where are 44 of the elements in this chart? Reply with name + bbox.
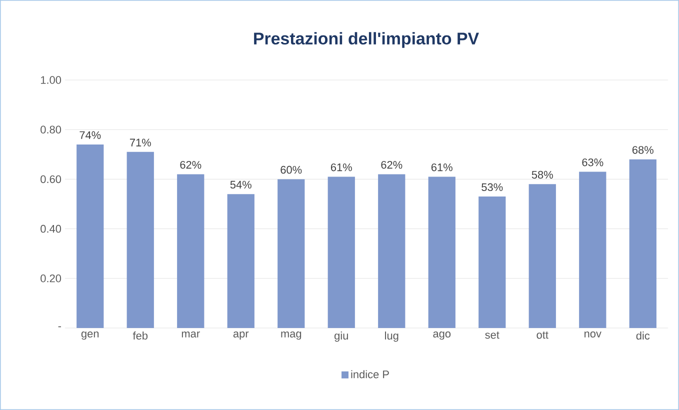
bar bbox=[76, 144, 104, 328]
bar bbox=[177, 174, 204, 328]
bar bbox=[328, 176, 355, 328]
y-tick-label: 0.40 bbox=[40, 224, 62, 233]
bar bbox=[528, 184, 556, 328]
bar bbox=[126, 152, 154, 328]
x-tick-label: gen bbox=[81, 332, 99, 340]
y-tick-label: - bbox=[58, 326, 61, 328]
data-label: 58% bbox=[532, 170, 553, 179]
data-label: 68% bbox=[632, 146, 654, 154]
x-tick-label: feb bbox=[132, 332, 148, 340]
data-label: 63% bbox=[582, 158, 604, 166]
bar bbox=[378, 174, 406, 328]
data-label: 53% bbox=[482, 183, 503, 192]
x-tick-label: lug bbox=[385, 332, 398, 342]
x-tick-label: apr bbox=[233, 332, 249, 340]
data-label: 74% bbox=[80, 131, 101, 139]
data-label: 71% bbox=[130, 138, 151, 146]
y-tick-label: 0.20 bbox=[40, 274, 62, 282]
y-tick-label: 1.00 bbox=[40, 76, 62, 84]
data-label: 62% bbox=[381, 160, 402, 169]
data-label: 54% bbox=[230, 180, 252, 189]
x-tick-label: ago bbox=[433, 332, 451, 340]
bar bbox=[478, 196, 506, 328]
data-label: 61% bbox=[431, 163, 452, 172]
x-tick-label: set bbox=[485, 332, 500, 339]
x-tick-label: dic bbox=[636, 332, 650, 340]
y-tick-label: 0.80 bbox=[40, 126, 62, 134]
y-tick-label: 0.60 bbox=[40, 175, 62, 184]
legend-label: indice P bbox=[351, 370, 389, 378]
bar bbox=[278, 179, 305, 328]
x-tick-label: mag bbox=[281, 332, 302, 340]
data-label: 61% bbox=[330, 163, 352, 172]
chart-title: Prestazioni dell'impianto PV bbox=[254, 32, 479, 48]
x-tick-label: nov bbox=[584, 332, 602, 338]
bar bbox=[629, 159, 656, 328]
x-tick-label: giu bbox=[334, 332, 348, 342]
x-tick-label: mar bbox=[182, 332, 200, 338]
x-tick-label: ott bbox=[536, 332, 548, 339]
bar bbox=[428, 176, 456, 328]
data-label: 62% bbox=[180, 160, 202, 169]
bar bbox=[579, 172, 606, 328]
bar bbox=[227, 194, 254, 328]
data-label: 60% bbox=[280, 166, 302, 174]
